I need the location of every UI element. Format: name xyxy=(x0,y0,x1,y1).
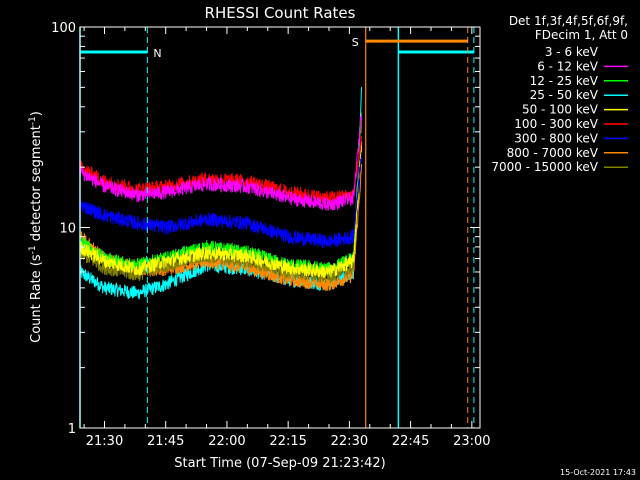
y-axis-label-end: ) xyxy=(29,111,44,116)
series-layer xyxy=(79,86,363,300)
x-tick-label: 23:00 xyxy=(453,434,490,449)
series-line-50-100-kev xyxy=(79,141,363,278)
series-line-3-6-kev xyxy=(79,133,363,226)
y-tick-label: 100 xyxy=(51,21,76,36)
y-axis-label-sup1: -1 xyxy=(28,245,38,254)
y-tick-label: 10 xyxy=(59,222,76,237)
legend-label-6-12-kev: 6 - 12 keV xyxy=(537,59,599,73)
series-line-6-12-kev xyxy=(79,114,363,211)
legend-label-25-50-kev: 25 - 50 keV xyxy=(530,88,599,102)
legend-label-7000-15000-kev: 7000 - 15000 keV xyxy=(491,160,598,174)
saa-label: S xyxy=(352,36,359,49)
y-tick-label: 1 xyxy=(68,422,76,437)
legend-label-800-7000-kev: 800 - 7000 keV xyxy=(507,146,599,160)
series-line-300-800-kev xyxy=(79,153,363,249)
x-tick-label: 22:15 xyxy=(269,434,306,449)
timestamp: 15-Oct-2021 17:43 xyxy=(560,468,636,477)
y-axis-label-main: Count Rate (s xyxy=(29,254,44,343)
x-axis-label: Start Time (07-Sep-09 21:23:42) xyxy=(174,456,385,471)
legend-label-300-800-kev: 300 - 800 keV xyxy=(514,131,598,145)
x-axis: 21:30 21:45 22:00 22:15 22:30 22:45 23:00 xyxy=(83,27,491,449)
y-axis-label-sup2: -1 xyxy=(28,116,38,125)
chart-title: RHESSI Count Rates xyxy=(205,4,356,22)
y-axis: 1 10 100 xyxy=(51,21,480,437)
legend-label-50-100-kev: 50 - 100 keV xyxy=(522,103,599,117)
legend-header-line-2: FDecim 1, Att 0 xyxy=(535,28,628,42)
x-tick-label: 21:45 xyxy=(147,434,184,449)
legend-label-3-6-kev: 3 - 6 keV xyxy=(545,45,599,59)
night-label: N xyxy=(153,47,161,60)
x-tick-label: 21:30 xyxy=(86,434,123,449)
legend-label-12-25-kev: 12 - 25 keV xyxy=(530,74,599,88)
x-tick-label: 22:30 xyxy=(331,434,368,449)
x-tick-label: 22:00 xyxy=(208,434,245,449)
legend-label-100-300-kev: 100 - 300 keV xyxy=(514,117,598,131)
legend-header-line-1: Det 1f,3f,4f,5f,6f,9f, xyxy=(509,14,628,28)
y-axis-label: Count Rate (s-1 detector segment-1) xyxy=(28,111,44,343)
y-axis-label-mid: detector segment xyxy=(29,125,44,245)
x-tick-label: 22:45 xyxy=(392,434,429,449)
legend: Det 1f,3f,4f,5f,6f,9f, FDecim 1, Att 0 3… xyxy=(491,14,628,174)
